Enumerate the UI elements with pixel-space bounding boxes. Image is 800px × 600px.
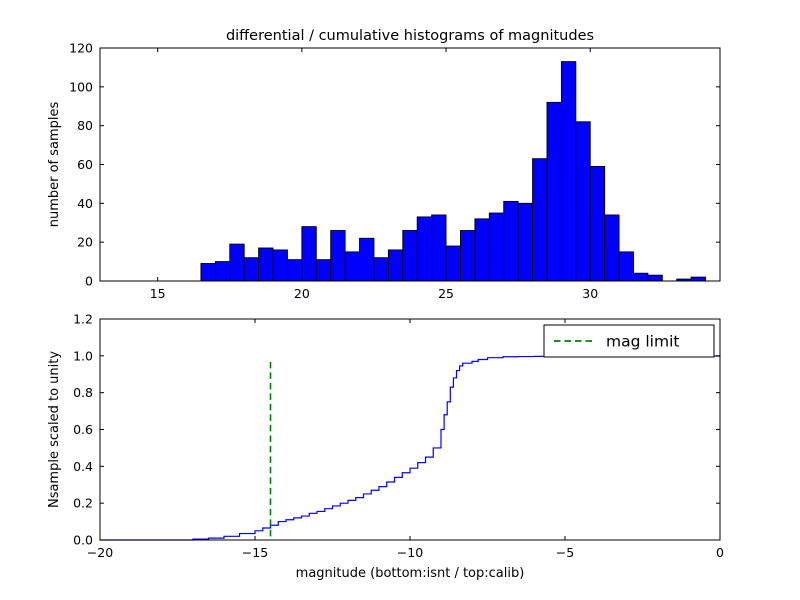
histogram-bar: [690, 276, 707, 282]
y-tick-label: 20: [77, 235, 93, 250]
histogram-bar: [618, 251, 634, 282]
axes-border: [99, 318, 721, 541]
histogram-bar: [229, 243, 245, 282]
x-tick-label: 0: [716, 545, 724, 560]
legend-box: [543, 324, 715, 358]
legend: mag limit: [543, 324, 715, 358]
histogram-bar: [589, 165, 606, 282]
histogram-bar: [604, 214, 620, 282]
top-histogram-axes: 15 20 25 30 0 20 40 60 80 100 120: [69, 41, 721, 301]
histogram-bar: [431, 214, 447, 282]
histogram-bar: [214, 261, 231, 282]
histogram-bar: [344, 251, 360, 282]
bottom-x-axis-label: magnitude (bottom:isnt / top:calib): [296, 566, 525, 581]
histogram-bars: [200, 61, 707, 282]
x-tick-label: −10: [397, 545, 423, 560]
x-tick-label: −15: [242, 545, 268, 560]
axes-border: [99, 47, 721, 282]
histogram-bar: [633, 272, 649, 282]
histogram-bar: [359, 237, 375, 282]
histogram-bar: [330, 230, 346, 282]
x-tick-label: 30: [582, 286, 598, 301]
y-tick-label: 40: [77, 196, 93, 211]
y-tick-label: 120: [69, 41, 93, 56]
y-tick-label: 0: [85, 274, 93, 289]
histogram-bar: [560, 61, 577, 282]
y-tick-label: 1.2: [73, 312, 93, 327]
histogram-bar: [387, 249, 404, 282]
histogram-bar: [575, 121, 591, 282]
histogram-bar: [258, 247, 274, 282]
y-tick-label: 0.8: [73, 385, 93, 400]
chart-title: differential / cumulative histograms of …: [226, 28, 594, 44]
x-tick-label: −20: [87, 545, 113, 560]
histogram-bar: [647, 274, 663, 282]
y-tick-label: 100: [69, 79, 93, 94]
histogram-bar: [546, 101, 562, 282]
histogram-bar: [315, 259, 332, 282]
y-tick-label: 80: [77, 118, 93, 133]
histogram-bar: [200, 263, 216, 282]
x-tick-label: 20: [294, 286, 310, 301]
histogram-bar: [503, 200, 519, 282]
y-tick-label: 0.4: [73, 459, 93, 474]
x-tick-label: −5: [556, 545, 574, 560]
y-tick-label: 0.2: [73, 496, 93, 511]
x-tick-label: 25: [438, 286, 454, 301]
histogram-bar: [272, 249, 288, 282]
x-tick-label: 15: [150, 286, 166, 301]
legend-label: mag limit: [606, 333, 679, 351]
top-y-axis-label: number of samples: [47, 101, 62, 227]
y-tick-label: 0.6: [73, 422, 93, 437]
histogram-bar: [402, 230, 418, 282]
histogram-bar: [286, 259, 303, 282]
bottom-y-axis-label: Nsample scaled to unity: [47, 351, 62, 508]
histogram-bar: [460, 230, 476, 282]
histogram-bar: [243, 257, 260, 282]
histogram-bar: [301, 226, 317, 282]
y-tick-label: 0.0: [73, 533, 93, 548]
histogram-bar: [532, 158, 548, 282]
cumulative-step-line: [100, 355, 721, 541]
histogram-bar: [488, 212, 505, 282]
histogram-bar: [445, 245, 461, 282]
y-tick-label: 60: [77, 157, 93, 172]
histogram-bar: [416, 216, 433, 282]
histogram-bar: [373, 257, 389, 282]
histogram-bar: [517, 202, 534, 282]
y-tick-label: 1.0: [73, 348, 93, 363]
histogram-bar: [474, 218, 490, 282]
